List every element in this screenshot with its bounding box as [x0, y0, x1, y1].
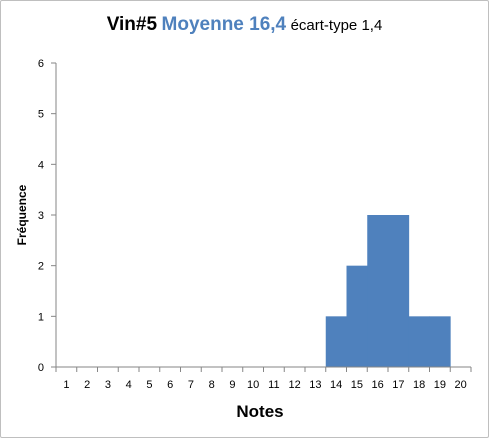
x-tick-label: 12 — [289, 379, 301, 391]
x-tick-label: 8 — [209, 379, 215, 391]
x-tick-label: 3 — [105, 379, 111, 391]
y-tick-label: 2 — [38, 261, 44, 273]
y-tick-label: 4 — [38, 159, 44, 171]
title-wine-name: Vin#5 — [106, 14, 158, 35]
x-tick-label: 17 — [392, 379, 404, 391]
x-tick-label: 13 — [309, 379, 321, 391]
x-tick-label: 20 — [455, 379, 467, 391]
bar-15 — [346, 265, 368, 367]
x-tick-label: 10 — [247, 379, 259, 391]
x-tick-label: 14 — [330, 379, 342, 391]
x-tick-label: 2 — [84, 379, 90, 391]
x-tick-label: 5 — [146, 379, 152, 391]
bar-14 — [325, 316, 347, 367]
x-tick-label: 7 — [188, 379, 194, 391]
bar-19 — [429, 316, 451, 367]
x-tick-label: 4 — [126, 379, 132, 391]
y-tick-label: 6 — [38, 58, 44, 70]
x-tick-label: 19 — [434, 379, 446, 391]
x-tick-label: 15 — [351, 379, 363, 391]
bar-16 — [367, 215, 389, 367]
x-axis-label: Notes — [236, 402, 284, 421]
y-tick-label: 1 — [38, 311, 44, 323]
x-tick-label: 16 — [372, 379, 384, 391]
y-tick-label: 3 — [38, 210, 44, 222]
y-tick-label: 0 — [38, 362, 44, 374]
bar-17 — [388, 215, 410, 367]
chart-title: Vin#5 Moyenne 16,4 écart-type 1,4 — [0, 14, 489, 36]
x-tick-label: 1 — [63, 379, 69, 391]
y-tick-label: 5 — [38, 109, 44, 121]
title-std-dev: écart-type 1,4 — [290, 17, 383, 34]
x-tick-label: 11 — [268, 379, 279, 391]
title-mean: Moyenne 16,4 — [161, 14, 287, 35]
x-tick-label: 9 — [229, 379, 235, 391]
x-tick-label: 18 — [413, 379, 425, 391]
x-tick-label: 6 — [167, 379, 173, 391]
bar-18 — [408, 316, 430, 367]
